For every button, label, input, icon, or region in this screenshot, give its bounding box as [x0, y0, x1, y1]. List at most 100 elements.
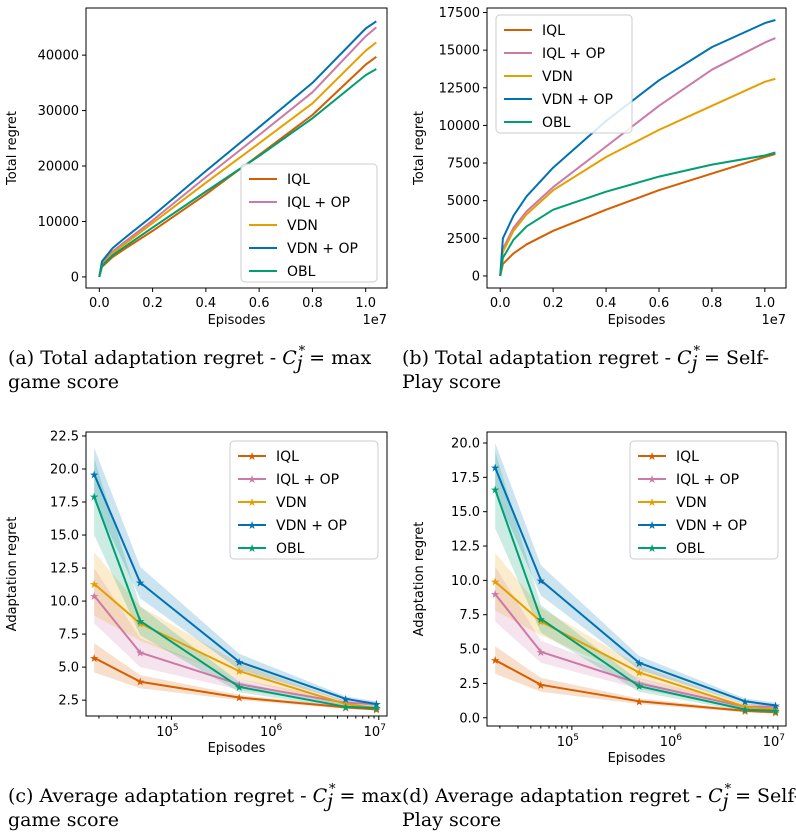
caption-sup: *	[329, 782, 336, 797]
tick-base: 10	[156, 725, 173, 740]
legend-label: VDN + OP	[676, 518, 747, 534]
legend-label: OBL	[542, 115, 571, 131]
x-tick-label: 107	[364, 723, 386, 740]
x-tick-label: 107	[763, 733, 785, 750]
legend-label: VDN + OP	[542, 92, 613, 108]
band-vdn-opop	[495, 443, 776, 709]
caption: (b) Total adaptation regret - Cj* = Self- P…	[402, 344, 769, 393]
y-axis-label: Adaptation regret	[5, 517, 20, 632]
x-tick-label: 1.0	[355, 296, 376, 311]
y-tick-label: 0	[71, 270, 79, 285]
tick-exponent: 7	[380, 723, 386, 733]
y-tick-label: 10.0	[50, 595, 79, 610]
data-point-vdn-op: ★	[536, 574, 546, 587]
x-axis-label: Episodes	[608, 751, 666, 766]
data-point-iql-op: ★	[634, 677, 644, 690]
y-tick-label: 12.5	[451, 540, 480, 555]
x-tick-label: 105	[557, 733, 579, 750]
caption-suffix: = Self-	[735, 785, 796, 807]
caption-prefix: (b) Total adaptation regret -	[402, 347, 671, 369]
legend-label: VDN + OP	[287, 241, 358, 257]
y-tick-label: 2500	[447, 232, 480, 247]
legend-marker: ★	[247, 542, 257, 555]
series-line-vdn-op	[499, 19, 776, 277]
data-point-vdn: ★	[372, 702, 382, 715]
legend-marker: ★	[647, 473, 657, 486]
series-line-vdn-op	[98, 20, 377, 278]
x-tick-label: 105	[156, 723, 178, 740]
caption-line1: (a) Total adaptation regret - Cj* = max	[8, 344, 371, 374]
data-point-iql: ★	[89, 652, 99, 665]
y-tick-label: 12.5	[50, 562, 79, 577]
data-point-obl: ★	[341, 701, 351, 714]
data-point-vdn: ★	[490, 576, 500, 589]
data-point-vdn: ★	[234, 665, 244, 678]
y-tick-label: 10.0	[451, 574, 480, 589]
data-point-iql-op: ★	[536, 646, 546, 659]
data-point-iql: ★	[536, 679, 546, 692]
x-tick-label: 106	[660, 733, 683, 750]
y-tick-label: 40000	[38, 49, 79, 64]
y-tick-label: 0	[472, 269, 480, 284]
legend-frame	[240, 163, 378, 283]
series-line-vdn	[98, 41, 377, 278]
y-tick-label: 7.5	[459, 608, 480, 623]
y-tick-label: 30000	[38, 104, 79, 119]
legend-label: VDN + OP	[276, 518, 347, 534]
series-line-vdn	[494, 580, 776, 711]
caption-suffix: = Self-	[704, 347, 769, 369]
legend-label: OBL	[276, 541, 305, 557]
y-tick-label: 10000	[38, 215, 79, 230]
data-point-obl: ★	[634, 680, 644, 693]
y-tick-label: 17.5	[50, 496, 79, 511]
data-point-vdn: ★	[135, 618, 145, 631]
y-tick-label: 20.0	[451, 436, 480, 451]
data-point-vdn-op: ★	[89, 468, 99, 481]
legend-frame	[629, 440, 779, 560]
data-point-vdn-op: ★	[234, 656, 244, 669]
data-point-iql: ★	[490, 654, 500, 667]
data-point-vdn-op: ★	[490, 462, 500, 475]
data-point-iql-op: ★	[771, 701, 781, 714]
caption-suffix: = max	[340, 785, 402, 807]
data-point-iql: ★	[341, 701, 351, 714]
caption-suffix: = max	[309, 347, 371, 369]
x-offset-label: 1e7	[761, 313, 786, 328]
x-tick-label: 0.0	[490, 296, 511, 311]
tick-base: 10	[660, 735, 677, 750]
y-tick-label: 5000	[447, 194, 480, 209]
y-tick-label: 17500	[439, 6, 480, 21]
y-tick-label: 17.5	[451, 471, 480, 486]
y-tick-label: 20000	[38, 160, 79, 175]
caption-sub: j	[293, 352, 303, 374]
series-line-iql	[494, 659, 776, 714]
x-tick-label: 106	[260, 723, 283, 740]
series-line-obl	[494, 489, 776, 712]
x-tick-label: 0.8	[302, 296, 323, 311]
series-line-vdn	[499, 77, 776, 277]
band-iql-opop	[94, 568, 377, 707]
x-tick-label: 0.6	[649, 296, 670, 311]
caption: (c) Average adaptation regret - Cj* = max g…	[8, 782, 402, 831]
tick-exponent: 5	[173, 723, 179, 733]
x-tick-label: 0.6	[249, 296, 270, 311]
y-axis-label: Total regret	[412, 111, 427, 186]
data-point-obl: ★	[89, 491, 99, 504]
data-point-iql-op: ★	[89, 590, 99, 603]
x-tick-label: 0.0	[89, 296, 110, 311]
data-point-vdn-op: ★	[771, 699, 781, 712]
data-point-vdn-op: ★	[372, 698, 382, 711]
axes-frame	[486, 7, 787, 289]
series-line-iql-op	[499, 37, 776, 277]
caption-sup: *	[693, 344, 700, 359]
y-tick-label: 7.5	[58, 628, 79, 643]
legend-frame	[229, 440, 379, 560]
data-point-vdn: ★	[740, 701, 750, 714]
y-tick-label: 15.0	[451, 505, 480, 520]
y-tick-label: 15.0	[50, 529, 79, 544]
legend: IQL IQL + OP VDN VDN + OP OBL	[495, 14, 633, 134]
tick-exponent: 5	[573, 733, 579, 743]
y-tick-label: 12500	[439, 81, 480, 96]
x-tick-label: 0.4	[196, 296, 217, 311]
